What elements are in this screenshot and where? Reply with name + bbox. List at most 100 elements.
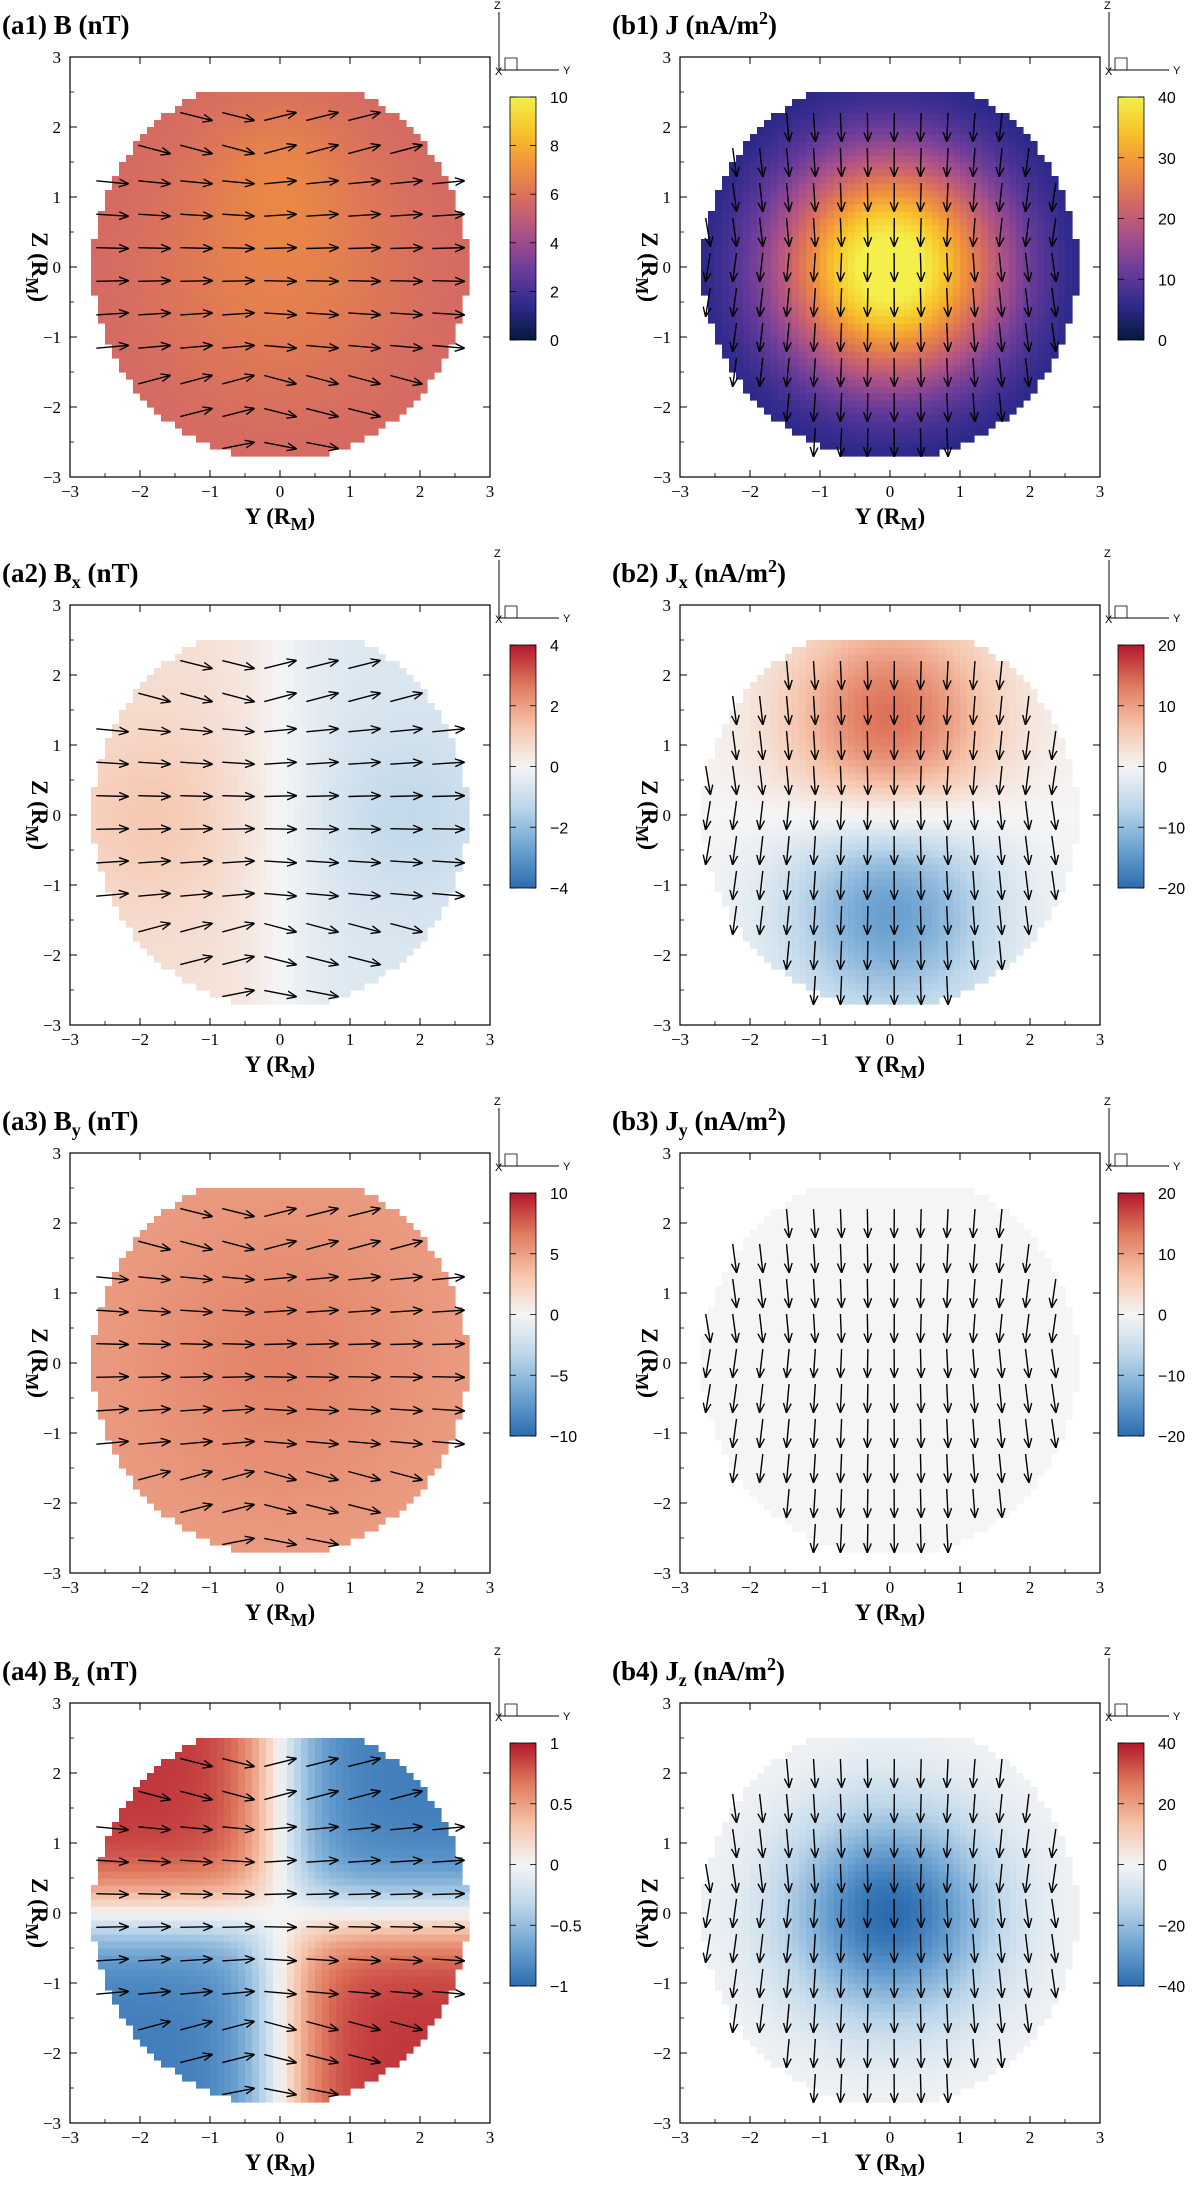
field-arrow xyxy=(180,144,212,153)
heatmap-cell xyxy=(413,225,421,233)
heatmap-cell xyxy=(827,281,835,289)
field-arrow xyxy=(999,182,1002,211)
heatmap-cell xyxy=(189,204,197,212)
heatmap-cell xyxy=(259,337,267,345)
heatmap-cell xyxy=(168,113,176,121)
heatmap-cell xyxy=(722,211,730,219)
heatmap-cell xyxy=(897,337,905,345)
heatmap-cell xyxy=(147,218,155,226)
heatmap-cell xyxy=(420,267,428,275)
heatmap-cell xyxy=(161,260,169,268)
heatmap-cell xyxy=(736,253,744,261)
heatmap-cell xyxy=(252,302,260,310)
heatmap-cell xyxy=(119,365,127,373)
heatmap-cell xyxy=(252,239,260,247)
heatmap-cell xyxy=(217,134,225,142)
heatmap-cell xyxy=(182,134,190,142)
heatmap-cell xyxy=(960,295,968,303)
heatmap-cell xyxy=(168,274,176,282)
heatmap-cell xyxy=(252,421,260,429)
heatmap-cell xyxy=(750,211,758,219)
heatmap-cell xyxy=(820,344,828,352)
heatmap-cell xyxy=(981,211,989,219)
heatmap-cell xyxy=(147,344,155,352)
heatmap-cell xyxy=(378,113,386,121)
heatmap-cell xyxy=(161,113,169,121)
heatmap-cell xyxy=(925,239,933,247)
heatmap-cell xyxy=(995,218,1003,226)
heatmap-cell xyxy=(189,428,197,436)
field-arrow xyxy=(180,313,212,315)
heatmap-cell xyxy=(820,302,828,310)
heatmap-cell xyxy=(175,260,183,268)
heatmap-cell xyxy=(406,316,414,324)
heatmap-cell xyxy=(911,421,919,429)
field-arrow xyxy=(999,112,1002,141)
heatmap-cell xyxy=(890,176,898,184)
heatmap-cell xyxy=(371,253,379,261)
heatmap-cell xyxy=(91,281,99,289)
heatmap-cell xyxy=(252,358,260,366)
heatmap-cell xyxy=(98,253,106,261)
heatmap-cell xyxy=(799,316,807,324)
heatmap-cell xyxy=(308,302,316,310)
heatmap-cell xyxy=(350,190,358,198)
heatmap-cell xyxy=(315,183,323,191)
heatmap-cell xyxy=(848,421,856,429)
heatmap-cell xyxy=(799,162,807,170)
heatmap-cell xyxy=(392,379,400,387)
heatmap-cell xyxy=(848,295,856,303)
heatmap-cell xyxy=(210,190,218,198)
heatmap-cell xyxy=(336,309,344,317)
heatmap-cell xyxy=(904,127,912,135)
heatmap-cell xyxy=(897,197,905,205)
heatmap-cell xyxy=(1065,316,1073,324)
heatmap-cell xyxy=(364,365,372,373)
heatmap-cell xyxy=(981,421,989,429)
heatmap-cell xyxy=(203,211,211,219)
heatmap-cell xyxy=(827,127,835,135)
heatmap-cell xyxy=(406,281,414,289)
heatmap-cell xyxy=(203,106,211,114)
heatmap-cell xyxy=(273,449,281,457)
heatmap-cell xyxy=(420,260,428,268)
heatmap-cell xyxy=(217,386,225,394)
field-arrow xyxy=(390,345,422,348)
heatmap-cell xyxy=(392,211,400,219)
field-arrow xyxy=(264,248,296,249)
heatmap-cell xyxy=(112,260,120,268)
heatmap-cell xyxy=(960,204,968,212)
heatmap-cell xyxy=(904,274,912,282)
heatmap-cell xyxy=(722,232,730,240)
heatmap-cell xyxy=(322,449,330,457)
heatmap-cell xyxy=(855,232,863,240)
heatmap-cell xyxy=(1016,372,1024,380)
heatmap-cell xyxy=(897,365,905,373)
heatmap-cell xyxy=(343,92,351,100)
heatmap-cell xyxy=(813,302,821,310)
heatmap-cell xyxy=(406,309,414,317)
field-arrow xyxy=(264,345,296,348)
heatmap-cell xyxy=(820,337,828,345)
heatmap-cell xyxy=(273,386,281,394)
heatmap-cell xyxy=(974,162,982,170)
heatmap xyxy=(91,92,470,457)
heatmap-cell xyxy=(918,148,926,156)
heatmap-cell xyxy=(729,288,737,296)
field-arrow xyxy=(1052,252,1056,281)
heatmap-cell xyxy=(736,330,744,338)
heatmap-cell xyxy=(820,232,828,240)
heatmap-cell xyxy=(217,337,225,345)
heatmap-cell xyxy=(189,218,197,226)
heatmap-cell xyxy=(217,99,225,107)
heatmap-cell xyxy=(126,281,134,289)
heatmap-cell xyxy=(1023,302,1031,310)
heatmap-cell xyxy=(245,211,253,219)
heatmap-cell xyxy=(722,246,730,254)
heatmap-cell xyxy=(133,274,141,282)
heatmap-cell xyxy=(1037,309,1045,317)
heatmap-cell xyxy=(182,225,190,233)
heatmap-cell xyxy=(357,358,365,366)
heatmap-cell xyxy=(140,176,148,184)
heatmap-cell xyxy=(932,295,940,303)
